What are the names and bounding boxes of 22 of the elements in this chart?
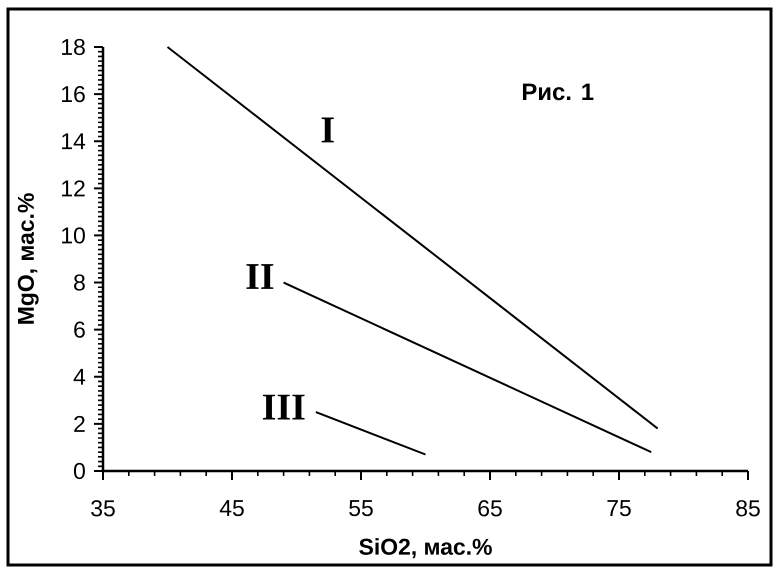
y-tick-label: 14	[62, 133, 86, 150]
y-tick-label: 16	[62, 86, 85, 102]
y-axis-title: MgO, мас.%	[18, 193, 39, 324]
x-tick-label: 35	[91, 500, 115, 516]
x-tick-label: 45	[220, 500, 244, 516]
y-tick-label: 0	[74, 462, 85, 480]
y-tick-label: 6	[74, 322, 85, 338]
x-tick-label: 85	[736, 500, 760, 516]
y-tick-label: 8	[74, 274, 85, 291]
series-label: I	[322, 118, 334, 142]
y-tick-label: 18	[62, 38, 85, 56]
series-label: III	[262, 394, 305, 420]
annotation: Рис. 1	[522, 84, 594, 100]
series-label: II	[246, 264, 274, 289]
y-tick-label: 12	[62, 180, 85, 196]
x-axis-title: SiO2, мас.%	[359, 538, 492, 558]
x-tick-label: 65	[478, 500, 502, 516]
y-tick-label: 2	[74, 416, 85, 432]
y-tick-label: 4	[74, 368, 86, 385]
x-tick-label: 75	[607, 500, 631, 516]
x-tick-label: 55	[349, 500, 373, 516]
y-tick-label: 10	[62, 227, 85, 244]
